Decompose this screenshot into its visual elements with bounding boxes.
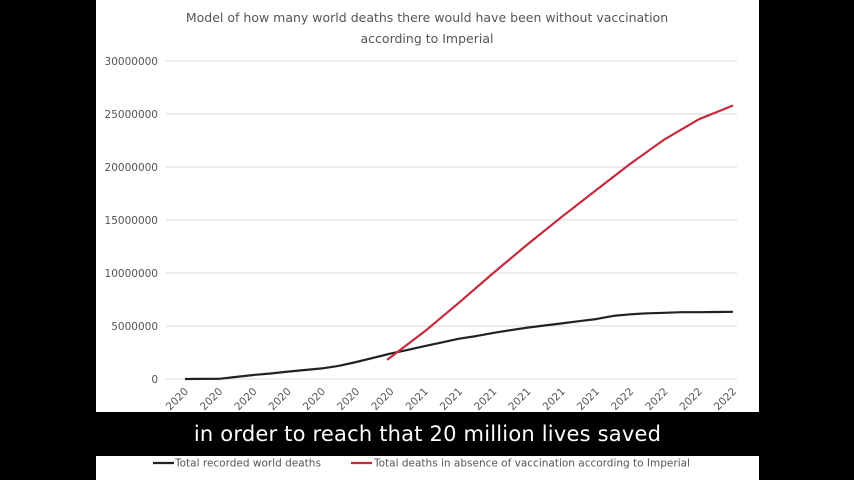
series-line-2 [386, 104, 734, 361]
y-tick-label: 25000000 [105, 109, 158, 121]
series-line-1 [184, 310, 734, 381]
y-axis-ticks: 0 5000000 10000000 15000000 20000000 25000000… [105, 56, 158, 386]
chart-title-line-2: according to Imperial [361, 31, 494, 46]
y-tick-label: 30000000 [105, 56, 158, 68]
x-axis-ticks: 2020 2020 2020 2020 2020 2020 2020 2021 2021 2021… [164, 386, 739, 413]
y-tick-label: 5000000 [111, 321, 158, 333]
x-tick-label: 2022 [712, 386, 739, 413]
x-tick-label: 2020 [369, 386, 396, 413]
x-tick-label: 2020 [301, 386, 328, 413]
x-tick-label: 2020 [232, 386, 259, 413]
subtitle-caption: in order to reach that 20 million lives … [193, 422, 662, 446]
x-tick-label: 2021 [472, 386, 499, 413]
x-tick-label: 2020 [164, 386, 191, 413]
y-tick-label: 20000000 [105, 162, 158, 174]
chart-title-line-1: Model of how many world deaths there wou… [186, 10, 668, 25]
x-tick-label: 2021 [540, 386, 567, 413]
gridlines [166, 60, 737, 380]
y-tick-label: 15000000 [105, 215, 158, 227]
x-tick-label: 2020 [266, 386, 293, 413]
x-tick-label: 2022 [677, 386, 704, 413]
y-tick-label: 10000000 [105, 268, 158, 280]
subtitle-caption-bar: in order to reach that 20 million lives … [96, 412, 759, 456]
x-tick-label: 2020 [335, 386, 362, 413]
x-tick-label: 2021 [403, 386, 430, 413]
series-lines [184, 104, 734, 381]
x-tick-label: 2022 [609, 386, 636, 413]
x-tick-label: 2021 [438, 386, 465, 413]
y-tick-label: 0 [151, 374, 158, 386]
legend-label: Total recorded world deaths [174, 458, 321, 470]
x-tick-label: 2021 [575, 386, 602, 413]
legend: Total recorded world deaths Total deaths … [153, 458, 690, 470]
x-tick-label: 2020 [198, 386, 225, 413]
chart-panel [96, 0, 759, 480]
x-tick-label: 2021 [506, 386, 533, 413]
legend-label: Total deaths in absence of vaccination a… [373, 458, 690, 470]
x-tick-label: 2022 [643, 386, 670, 413]
